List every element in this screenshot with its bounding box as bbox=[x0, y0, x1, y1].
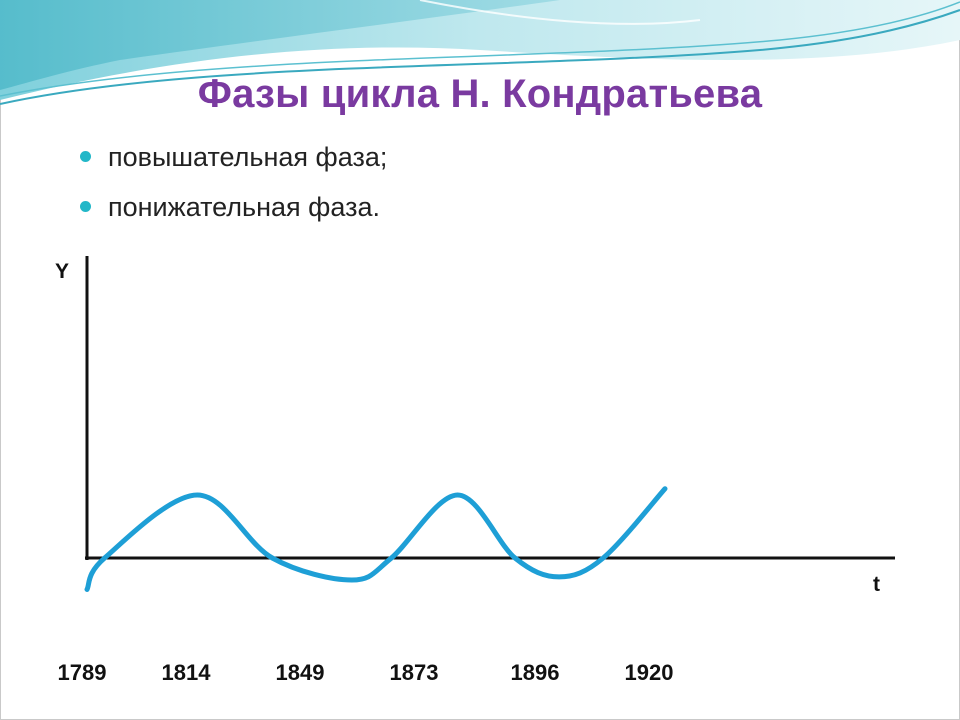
cycle-curve-line bbox=[84, 486, 668, 592]
bullet-item-upswing: повышательная фаза; bbox=[78, 138, 387, 188]
y-axis-label: Y bbox=[55, 260, 69, 283]
slide-title: Фазы цикла Н. Кондратьева bbox=[197, 72, 763, 116]
year-tick-label-1873: 1873 bbox=[390, 660, 439, 685]
bullet-item-downswing: понижательная фаза. bbox=[78, 188, 387, 238]
bullet-list: повышательная фаза; понижательная фаза. bbox=[78, 138, 387, 238]
bullet-dot-icon bbox=[80, 151, 91, 162]
x-axis-label: t bbox=[873, 573, 880, 596]
year-tick-label-1814: 1814 bbox=[162, 660, 212, 685]
year-tick-labels: 1789 1814 1849 1873 1896 1920 bbox=[58, 660, 674, 685]
year-tick-label-1896: 1896 bbox=[511, 660, 560, 685]
bullet-text: повышательная фаза; bbox=[108, 142, 388, 172]
year-tick-label-1920: 1920 bbox=[625, 660, 674, 685]
year-tick-label-1789: 1789 bbox=[58, 660, 107, 685]
bullet-text: понижательная фаза. bbox=[108, 192, 380, 222]
wave-banner bbox=[0, 0, 960, 105]
year-tick-label-1849: 1849 bbox=[276, 660, 325, 685]
bullet-dot-icon bbox=[80, 201, 91, 212]
